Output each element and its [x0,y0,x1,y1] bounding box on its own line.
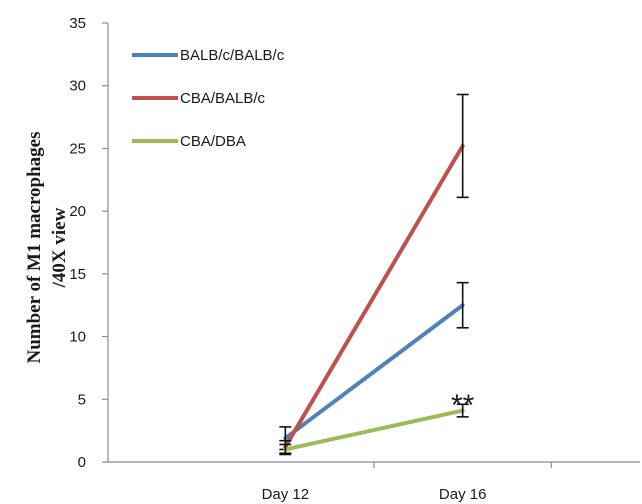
legend: BALB/c/BALB/c CBA/BALB/c CBA/DBA [132,47,285,150]
y-axis-label-line: /40X view [49,207,70,288]
series-line [283,303,465,441]
y-tick-label: 35 [69,15,86,32]
x-tick-label: Day 12 [262,486,310,503]
y-tick-label: 10 [69,329,86,346]
y-tick-label: 0 [78,454,86,471]
y-axis-label: Number of M1 macrophages/40X view [24,131,70,363]
y-tick-label: 25 [69,140,86,157]
legend-label: CBA/DBA [180,133,246,150]
annotations: ** [451,389,475,422]
y-axis-label-line: Number of M1 macrophages [24,131,45,363]
series-cba-balb-c [279,93,469,455]
y-tick-label: 20 [69,203,86,220]
significance-annotation: ** [451,389,475,422]
series-balb-c-balb-c [279,281,469,451]
series-line [283,143,465,449]
series-line [283,408,465,452]
axes [102,22,640,468]
y-tick-label: 30 [69,78,86,95]
x-tick-labels: Day 12 Day 16 [262,486,487,503]
y-tick-label: 15 [69,266,86,283]
series-cba-dba [279,403,469,456]
x-tick-label: Day 16 [439,486,487,503]
legend-label: CBA/BALB/c [180,90,266,107]
legend-label: BALB/c/BALB/c [180,47,285,64]
series-layer [279,93,469,456]
y-tick-labels: 0 5 10 15 20 25 30 35 [69,15,86,471]
y-tick-label: 5 [78,391,86,408]
